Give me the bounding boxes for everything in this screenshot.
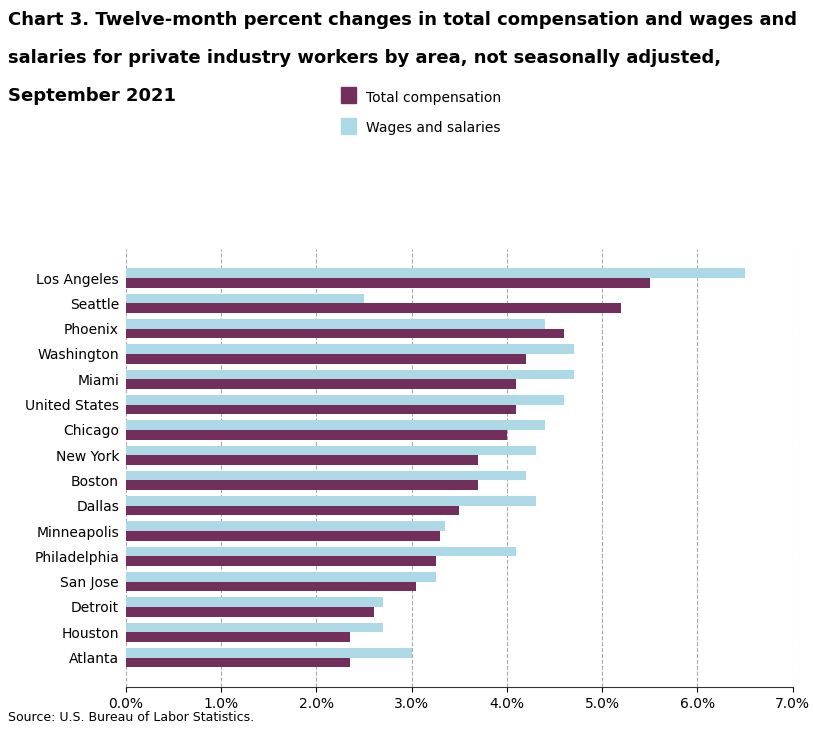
Bar (126, 597, 383, 607)
Bar (126, 607, 374, 617)
Bar (126, 506, 459, 515)
Bar (126, 344, 574, 354)
Bar (126, 547, 516, 556)
Bar (126, 420, 545, 430)
Bar (126, 319, 545, 329)
Bar (126, 329, 564, 338)
Bar (126, 531, 441, 541)
Bar (126, 632, 350, 642)
Bar (126, 268, 745, 278)
Bar (126, 294, 364, 303)
Bar (126, 395, 564, 404)
Bar (126, 379, 516, 389)
Bar (126, 648, 411, 658)
Text: Total compensation: Total compensation (366, 91, 501, 105)
Bar (126, 572, 436, 582)
Bar (126, 521, 445, 531)
Bar (126, 556, 436, 566)
Bar (126, 278, 650, 288)
Bar (126, 446, 536, 455)
Bar (126, 623, 383, 632)
Bar (126, 455, 478, 465)
Text: September 2021: September 2021 (8, 87, 176, 105)
Bar (126, 303, 621, 313)
Bar (126, 582, 416, 591)
Bar (126, 404, 516, 414)
Bar (126, 471, 526, 480)
Bar (126, 480, 478, 490)
Bar (126, 496, 536, 506)
Bar (126, 658, 350, 667)
Bar (126, 354, 526, 363)
Text: Chart 3. Twelve-month percent changes in total compensation and wages and: Chart 3. Twelve-month percent changes in… (8, 11, 797, 29)
Bar (126, 370, 574, 379)
Text: Wages and salaries: Wages and salaries (366, 121, 500, 135)
Bar (126, 430, 507, 439)
Text: Source: U.S. Bureau of Labor Statistics.: Source: U.S. Bureau of Labor Statistics. (8, 711, 254, 724)
Text: salaries for private industry workers by area, not seasonally adjusted,: salaries for private industry workers by… (8, 49, 721, 67)
